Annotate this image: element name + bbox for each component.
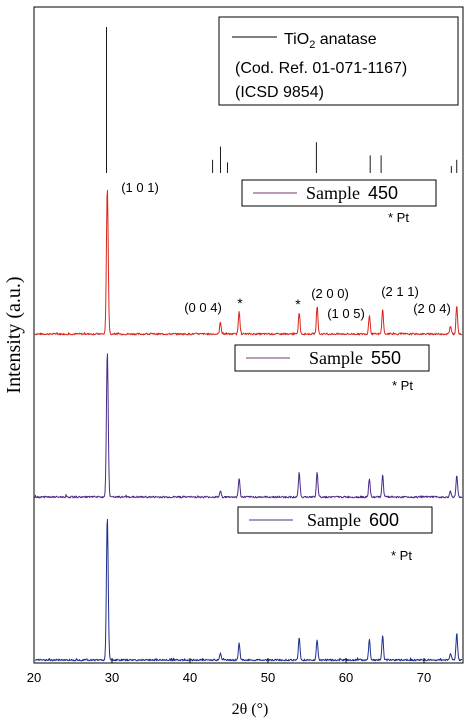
annotation-204: (2 0 4) (413, 301, 451, 316)
legend-sample-600-label: Sample 600 (307, 510, 399, 530)
x-tick-label-70: 70 (417, 670, 431, 685)
legend-sample-450-label: Sample 450 (306, 183, 398, 203)
x-tick-label-40: 40 (183, 670, 197, 685)
annotation-105: (1 0 5) (327, 306, 365, 321)
annotation-101: (1 0 1) (121, 180, 159, 195)
x-tick-label-20: 20 (27, 670, 41, 685)
annotation-211: (2 1 1) (381, 284, 419, 299)
x-axis-ticks: 20 30 40 50 60 70 (27, 658, 431, 685)
reference-legend-title: TiO2 anatase (284, 31, 377, 51)
x-axis-title: 2θ (°) (232, 701, 269, 718)
reference-legend-title-sub: 2 (309, 39, 315, 51)
pt-label-600: * Pt (391, 548, 412, 563)
reference-sticks (106, 27, 458, 173)
series-line-450 (34, 189, 463, 336)
series-line-550 (34, 353, 463, 499)
annotation-star-54: * (295, 296, 301, 312)
y-axis-title: Intensity (a.u.) (3, 276, 25, 393)
pt-label-550: * Pt (392, 378, 413, 393)
x-tick-label-30: 30 (105, 670, 119, 685)
reference-legend-title-rest: anatase (315, 31, 376, 48)
reference-legend: TiO2 anatase (Cod. Ref. 01-071-1167) (IC… (218, 16, 459, 106)
x-tick-label-50: 50 (261, 670, 275, 685)
reference-legend-code: (Cod. Ref. 01-071-1167) (235, 60, 407, 77)
reference-legend-box (218, 16, 459, 106)
legend-sample-550: Sample 550 * Pt (234, 344, 430, 393)
x-tick-label-60: 60 (339, 670, 353, 685)
legend-sample-550-label: Sample 550 (309, 348, 401, 368)
series-line-600 (34, 518, 463, 662)
annotation-star-46: * (237, 295, 243, 311)
annotation-200: (2 0 0) (311, 286, 349, 301)
legend-sample-600: Sample 600 * Pt (237, 506, 433, 563)
pt-label-450: * Pt (388, 210, 409, 225)
reference-legend-icsd: (ICSD 9854) (235, 84, 324, 101)
annotation-004: (0 0 4) (184, 300, 222, 315)
legend-sample-450: Sample 450 * Pt (241, 179, 437, 225)
plot-frame (33, 6, 464, 664)
series-lines (34, 189, 463, 662)
